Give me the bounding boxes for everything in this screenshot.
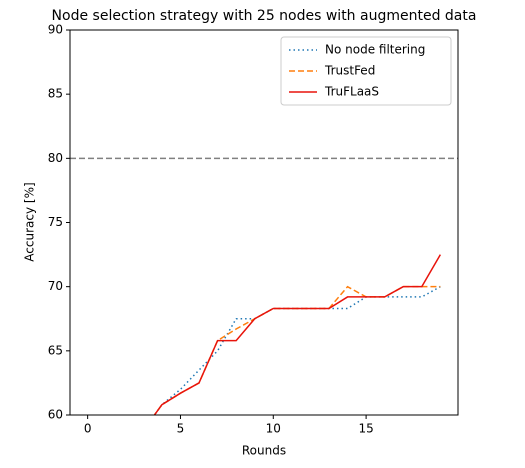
legend-label: TrustFed <box>324 64 375 78</box>
x-tick-label: 5 <box>177 422 185 436</box>
y-tick-label: 80 <box>48 151 63 165</box>
y-tick-label: 90 <box>48 23 63 37</box>
chart-title: Node selection strategy with 25 nodes wi… <box>52 8 477 24</box>
x-tick-label: 10 <box>266 422 281 436</box>
y-tick-label: 70 <box>48 279 63 293</box>
y-tick-label: 65 <box>48 343 63 357</box>
y-tick-label: 60 <box>48 408 63 422</box>
y-tick-label: 75 <box>48 215 63 229</box>
x-tick-label: 0 <box>84 422 92 436</box>
legend-box <box>280 36 452 106</box>
y-tick-label: 85 <box>48 87 63 101</box>
x-tick-label: 15 <box>358 422 373 436</box>
x-axis-label: Rounds <box>242 444 286 458</box>
plot-area <box>70 157 458 415</box>
plot-frame <box>69 29 459 416</box>
legend-label: No node filtering <box>325 43 425 57</box>
series-line <box>153 254 442 415</box>
y-axis-label: Accuracy [%] <box>23 182 37 261</box>
legend-label: TruFLaaS <box>324 85 379 99</box>
